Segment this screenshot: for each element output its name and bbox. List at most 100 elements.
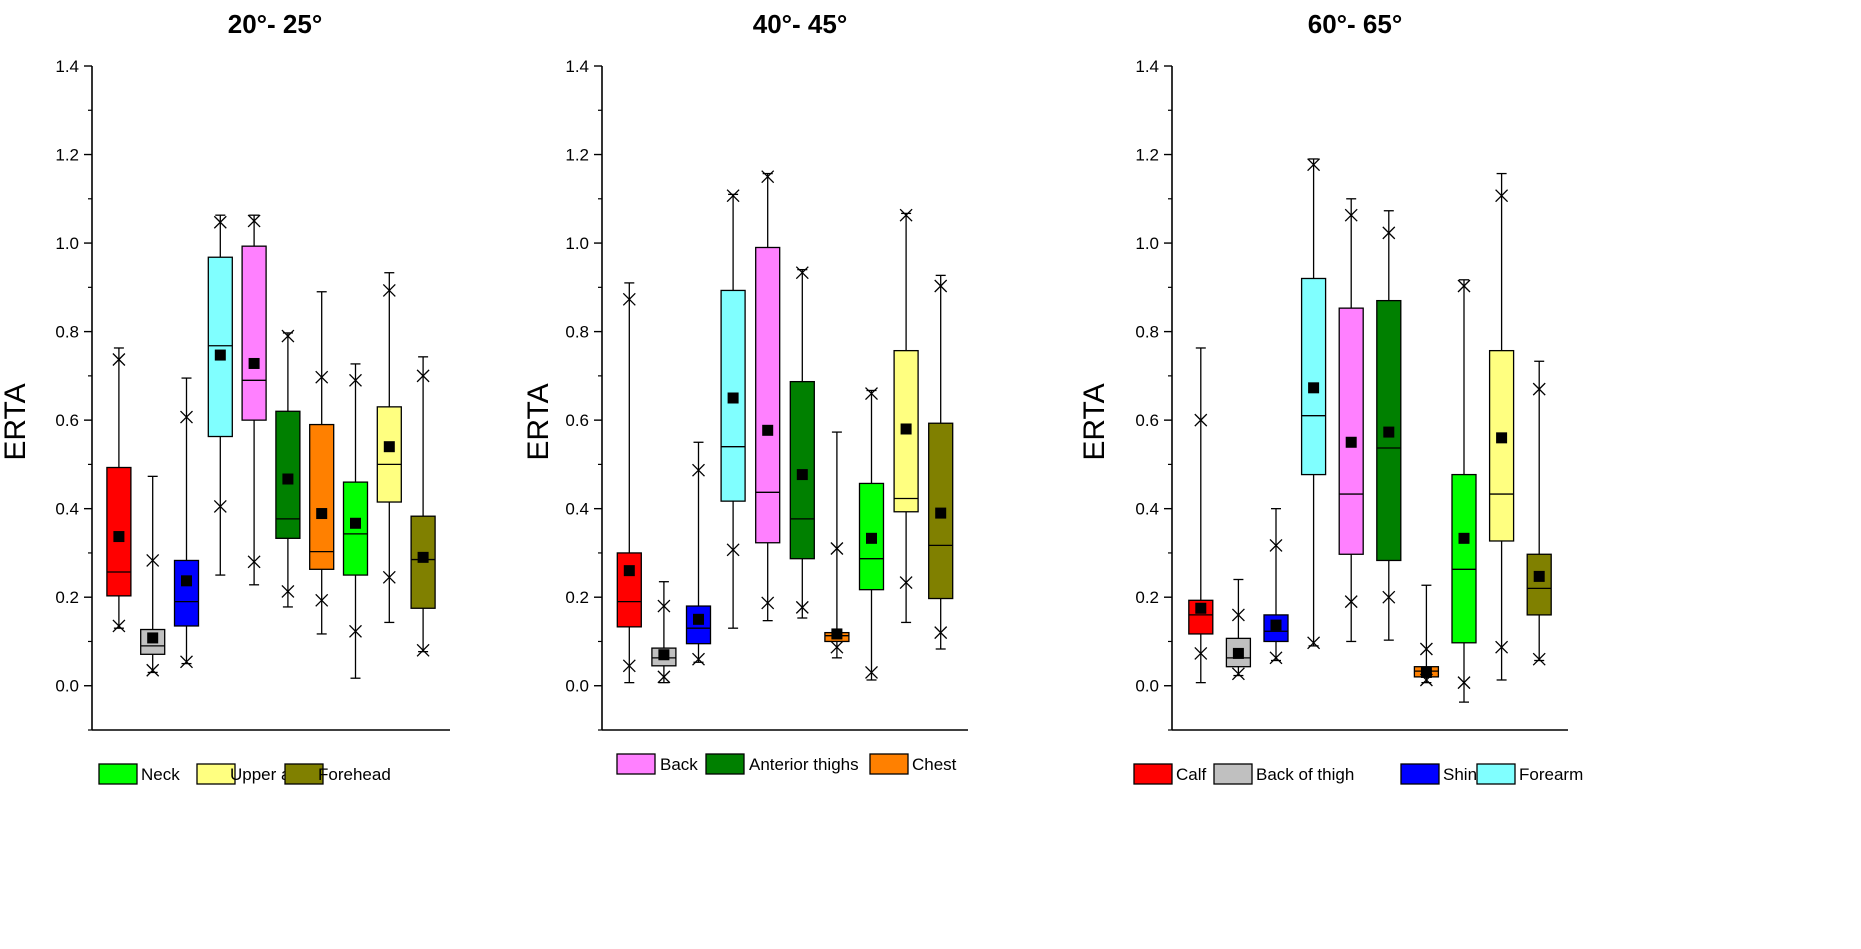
- outlier-marker-high: [180, 410, 193, 424]
- outlier-marker-high: [1382, 226, 1396, 240]
- box-shin: [173, 377, 200, 669]
- y-tick-label: 0.0: [565, 677, 589, 696]
- cross-stroke: [692, 463, 705, 477]
- outlier-marker-low: [795, 600, 809, 614]
- cross-stroke: [1194, 413, 1208, 427]
- y-tick-label: 1.4: [565, 57, 589, 76]
- outlier-marker-low: [692, 652, 705, 666]
- outlier-marker-low: [416, 643, 430, 657]
- outlier-marker-high: [899, 208, 913, 222]
- y-tick-label: 1.0: [565, 234, 589, 253]
- cross-stroke: [349, 373, 362, 387]
- y-tick-label: 0.6: [565, 411, 589, 430]
- outlier-marker-low: [1194, 646, 1208, 660]
- box-iqr: [309, 423, 335, 570]
- box-neck: [858, 387, 885, 681]
- cross-stroke: [281, 329, 295, 343]
- legend-label: Neck: [141, 765, 180, 784]
- box-forehead: [1526, 360, 1552, 666]
- outlier-marker-low: [349, 624, 362, 638]
- mean-marker: [214, 349, 226, 361]
- outlier-marker-low: [1344, 595, 1358, 609]
- box-shin: [1263, 508, 1289, 665]
- box-shin: [685, 441, 712, 666]
- outlier-marker-low: [865, 665, 878, 679]
- cross-stroke: [1495, 189, 1509, 203]
- mean-marker: [1232, 647, 1244, 659]
- outlier-marker-low: [247, 555, 261, 569]
- y-tick-label: 0.8: [565, 323, 589, 342]
- y-tick-label: 1.2: [565, 146, 589, 165]
- mean-marker: [113, 531, 125, 543]
- box-forearm: [1300, 158, 1327, 650]
- legend-label: Back: [660, 755, 698, 774]
- y-tick-label: 0.4: [1135, 500, 1159, 519]
- outlier-marker-high: [281, 329, 295, 343]
- cross-stroke: [349, 624, 362, 638]
- outlier-marker-high: [247, 214, 261, 228]
- outlier-marker-low: [934, 626, 948, 640]
- mean-marker: [350, 517, 361, 529]
- cross-stroke: [692, 652, 705, 666]
- cross-stroke: [315, 370, 329, 384]
- outlier-marker-high: [692, 463, 705, 477]
- legend-item: Forehead: [284, 763, 391, 785]
- legend-swatch: [284, 763, 324, 785]
- mean-marker: [727, 392, 739, 404]
- cross-stroke: [1231, 667, 1245, 681]
- box-forearm: [207, 214, 233, 576]
- box-forehead: [928, 274, 954, 650]
- outlier-marker-low: [1532, 652, 1546, 666]
- cross-stroke: [213, 215, 227, 229]
- y-tick-label: 0.8: [55, 323, 79, 342]
- y-tick-label: 0.2: [565, 588, 589, 607]
- y-tick-label: 0.6: [1135, 411, 1159, 430]
- outlier-marker-low: [281, 584, 295, 598]
- cross-stroke: [657, 599, 671, 613]
- box-anterior-thighs: [275, 329, 301, 608]
- outlier-marker-high: [315, 370, 329, 384]
- box-iqr: [685, 605, 712, 645]
- box-iqr: [1488, 349, 1515, 542]
- cross-stroke: [247, 214, 261, 228]
- outlier-marker-high: [213, 215, 227, 229]
- cross-stroke: [1269, 651, 1283, 665]
- y-tick-label: 1.2: [55, 146, 79, 165]
- chart-title: 40°- 45°: [753, 9, 848, 39]
- cross-stroke: [761, 170, 775, 184]
- legend-item: Anterior thighs: [705, 753, 859, 775]
- mean-marker: [693, 613, 704, 625]
- box-chest: [824, 431, 850, 659]
- cross-stroke: [1532, 652, 1546, 666]
- cross-stroke: [1194, 646, 1208, 660]
- mean-marker: [831, 628, 843, 640]
- y-tick-label: 0.4: [565, 500, 589, 519]
- box-chest: [309, 291, 335, 635]
- legend-label: Anterior thighs: [749, 755, 859, 774]
- box-calf: [616, 282, 642, 684]
- box-back: [241, 214, 267, 586]
- box-iqr: [1451, 473, 1477, 644]
- outlier-marker-high: [830, 542, 844, 555]
- y-tick-label: 0.4: [55, 500, 79, 519]
- box-back: [755, 170, 781, 622]
- outlier-marker-low: [1269, 651, 1283, 665]
- box-forehead: [410, 356, 436, 657]
- cross-stroke: [1495, 640, 1509, 654]
- chart-title: 20°- 25°: [228, 9, 323, 39]
- legend-swatch: [869, 753, 909, 775]
- y-tick-label: 0.2: [55, 588, 79, 607]
- box-upper-arm: [893, 208, 919, 624]
- mean-marker: [1270, 619, 1282, 631]
- outlier-marker-high: [726, 189, 740, 203]
- cross-stroke: [112, 353, 126, 366]
- box-iqr: [376, 406, 402, 503]
- mean-marker: [1496, 432, 1508, 444]
- cross-stroke: [622, 659, 636, 673]
- cross-stroke: [112, 619, 126, 633]
- legend-label: Forehead: [318, 765, 391, 784]
- cross-stroke: [180, 410, 193, 424]
- outlier-marker-high: [416, 369, 430, 383]
- box-back-of-thigh: [1225, 578, 1252, 681]
